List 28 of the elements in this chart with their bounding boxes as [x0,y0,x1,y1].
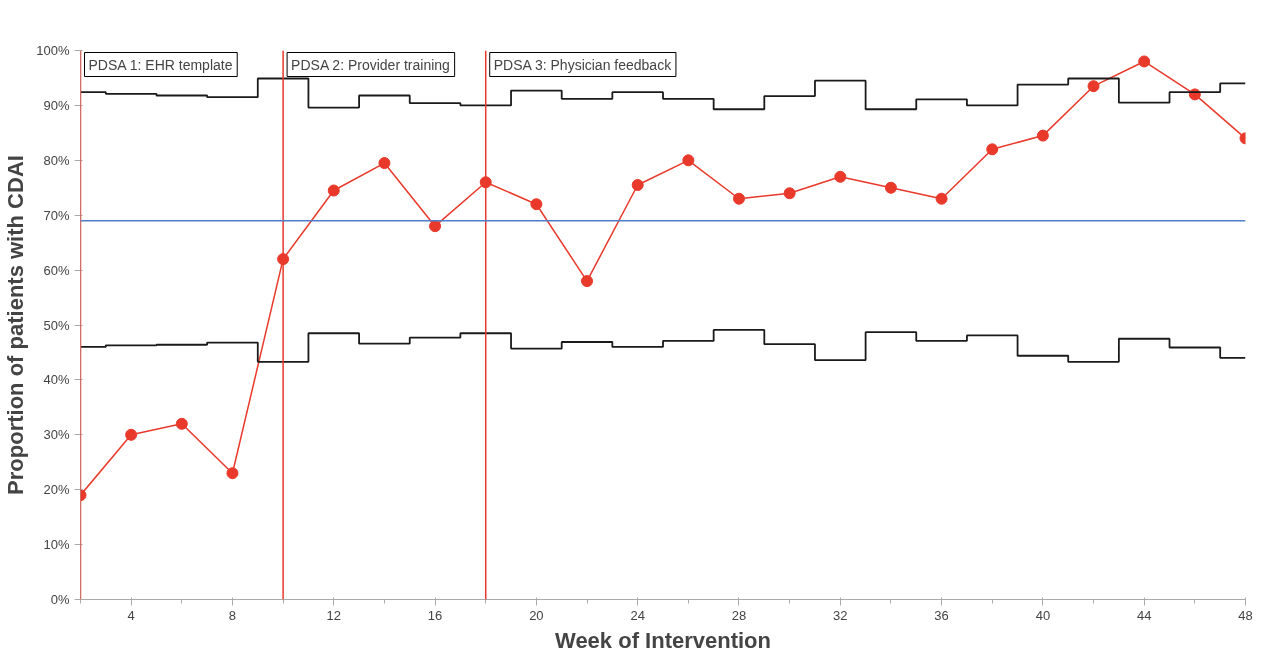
x-axis-title: Week of Intervention [555,627,771,653]
x-tick-label: 12 [326,607,341,623]
x-tick-label: 28 [731,607,747,623]
x-tick-label: 8 [228,607,237,623]
x-tick-label: 44 [1136,607,1152,623]
y-tick-label: 80% [43,152,70,168]
x-tick-label: 36 [934,607,949,623]
y-tick-label: 10% [43,537,70,553]
x-tick-label: 40 [1035,607,1051,623]
x-tick-label: 4 [127,607,135,623]
ref-line-label: PDSA 1: EHR template [88,56,233,73]
y-tick-label: 100% [36,43,70,58]
y-tick-label: 60% [43,262,70,278]
x-tick-label: 20 [529,607,544,623]
ref-line-label: PDSA 2: Provider training [291,56,450,73]
y-tick-label: 0% [50,592,70,607]
ref-line-label: PDSA 3: Physician feedback [493,56,673,73]
x-tick-label: 16 [427,607,443,623]
y-tick-label: 90% [43,97,70,113]
x-tick-label: 32 [833,607,848,623]
x-tick-label: 24 [630,607,645,623]
y-tick-label: 70% [43,207,70,223]
y-tick-label: 40% [43,372,70,388]
y-axis-title: Proportion of patients with CDAI [3,155,29,495]
x-tick-label: 48 [1238,607,1253,623]
y-tick-label: 20% [43,482,70,498]
y-tick-label: 30% [43,427,70,443]
y-tick-label: 50% [43,317,70,333]
